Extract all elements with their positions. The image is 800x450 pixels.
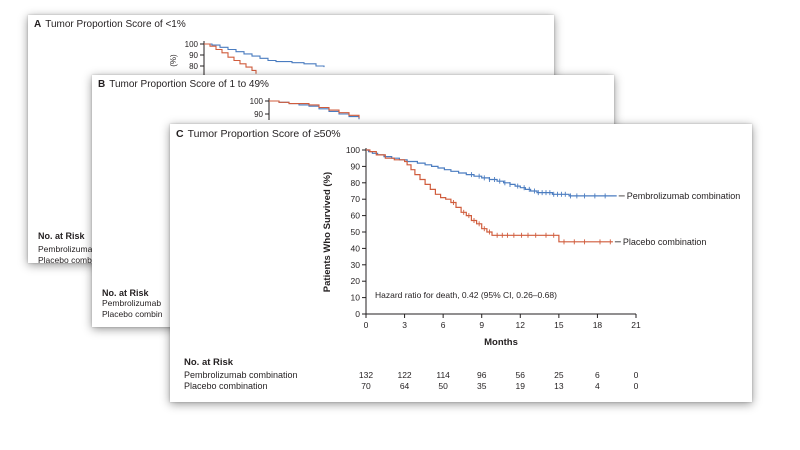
panel-a-risk-label-placebo: Placebo combina <box>38 255 104 263</box>
x-tick-label: 6 <box>441 320 446 330</box>
risk-value-placebo: 50 <box>438 381 448 391</box>
y-tick-label: 10 <box>351 293 361 303</box>
x-tick-label: 18 <box>593 320 603 330</box>
y-tick-label: 80 <box>351 178 361 188</box>
risk-value-pembro: 25 <box>554 370 564 380</box>
risk-value-placebo: 35 <box>477 381 487 391</box>
risk-value-pembro: 96 <box>477 370 487 380</box>
hazard-ratio-annotation: Hazard ratio for death, 0.42 (95% CI, 0.… <box>375 290 557 300</box>
panel-b-risk-heading: No. at Risk <box>102 288 149 298</box>
y-tick-label: 50 <box>351 227 361 237</box>
x-tick-label: 21 <box>631 320 641 330</box>
survival-curve-placebo <box>204 43 257 74</box>
series-label-placebo: Placebo combination <box>623 237 707 247</box>
survival-curve-pembrolizumab <box>269 100 360 120</box>
y-tick-label: 90 <box>351 161 361 171</box>
y-tick-label: 0 <box>355 309 360 319</box>
risk-value-pembro: 114 <box>436 370 450 380</box>
panel-b-risk-label-placebo: Placebo combin <box>102 309 163 319</box>
y-tick-label: 90 <box>189 51 198 60</box>
panel-c-risk-heading: No. at Risk <box>184 357 234 368</box>
panel-c-risk-label-pembro: Pembrolizumab combination <box>184 370 298 380</box>
risk-value-pembro: 56 <box>516 370 526 380</box>
panel-c: C Tumor Proportion Score of ≥50% 0 10 20 30 4… <box>170 124 752 402</box>
risk-value-pembro: 132 <box>359 370 373 380</box>
risk-value-placebo: 70 <box>361 381 371 391</box>
panel-a-risk-heading: No. at Risk <box>38 231 85 241</box>
risk-value-pembro: 122 <box>397 370 411 380</box>
panel-a-chart: 80 90 100 (%) <box>169 40 325 81</box>
y-tick-label: 80 <box>189 62 198 71</box>
risk-value-placebo: 19 <box>516 381 526 391</box>
survival-curve-placebo <box>269 100 360 118</box>
risk-value-placebo: 0 <box>634 381 639 391</box>
risk-value-placebo: 64 <box>400 381 410 391</box>
x-tick-label: 0 <box>364 320 369 330</box>
risk-value-placebo: 4 <box>595 381 600 391</box>
x-tick-label: 9 <box>479 320 484 330</box>
panel-b-risk-label-pembro: Pembrolizumab <box>102 298 162 308</box>
risk-value-placebo: 13 <box>554 381 564 391</box>
y-axis-label: Patients Who Survived (%) <box>322 172 333 292</box>
y-tick-label: 100 <box>250 97 264 106</box>
y-tick-label: 70 <box>351 194 361 204</box>
y-tick-label: 90 <box>254 110 263 119</box>
y-tick-label: 30 <box>351 260 361 270</box>
y-tick-label: 40 <box>351 243 361 253</box>
survival-curve-pembrolizumab <box>204 43 325 68</box>
survival-curve-pembrolizumab <box>366 149 617 197</box>
panel-c-title: C Tumor Proportion Score of ≥50% <box>176 128 341 140</box>
y-tick-label: 100 <box>346 145 360 155</box>
risk-value-pembro: 0 <box>634 370 639 380</box>
risk-value-pembro: 6 <box>595 370 600 380</box>
x-tick-label: 15 <box>554 320 564 330</box>
panel-a-risk-label-pembro: Pembrolizuma <box>38 244 93 254</box>
x-tick-label: 3 <box>402 320 407 330</box>
x-axis-label: Months <box>484 337 518 348</box>
series-label-pembrolizumab: Pembrolizumab combination <box>627 191 741 201</box>
panel-b-title: B Tumor Proportion Score of 1 to 49% <box>98 79 269 90</box>
panel-c-risk-label-placebo: Placebo combination <box>184 381 268 391</box>
y-tick-label: 60 <box>351 211 361 221</box>
y-tick-label: 20 <box>351 276 361 286</box>
panel-a-title: A Tumor Proportion Score of <1% <box>34 19 186 30</box>
x-tick-label: 12 <box>516 320 526 330</box>
y-tick-label: 100 <box>185 40 199 49</box>
y-axis-label: (%) <box>169 54 178 67</box>
